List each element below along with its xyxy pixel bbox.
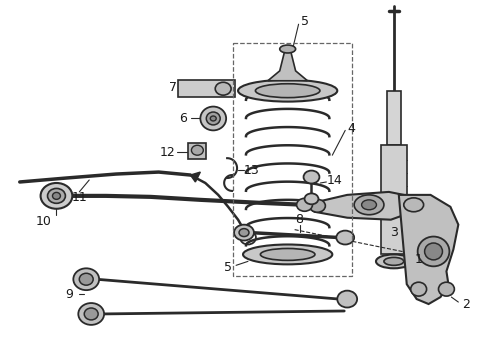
Ellipse shape	[384, 257, 404, 265]
Ellipse shape	[192, 145, 203, 155]
Text: 13: 13	[244, 163, 260, 176]
Bar	[177, 80, 235, 96]
Bar	[233, 43, 352, 276]
Text: 5: 5	[224, 261, 232, 274]
Ellipse shape	[48, 188, 65, 203]
Text: 3: 3	[390, 226, 398, 239]
Ellipse shape	[260, 248, 315, 260]
Ellipse shape	[337, 291, 357, 307]
Polygon shape	[399, 195, 458, 304]
Text: 2: 2	[463, 297, 470, 311]
Text: 14: 14	[326, 174, 342, 186]
Ellipse shape	[354, 195, 384, 215]
Ellipse shape	[336, 231, 354, 244]
Ellipse shape	[411, 282, 427, 296]
Polygon shape	[191, 172, 200, 182]
Ellipse shape	[417, 237, 449, 266]
Ellipse shape	[200, 107, 226, 130]
Ellipse shape	[206, 112, 220, 125]
Ellipse shape	[280, 45, 295, 53]
Ellipse shape	[239, 229, 249, 237]
Ellipse shape	[84, 308, 98, 320]
Ellipse shape	[243, 244, 332, 264]
Ellipse shape	[362, 200, 376, 210]
Text: 7: 7	[169, 81, 176, 94]
Text: 8: 8	[295, 213, 304, 226]
Ellipse shape	[210, 116, 216, 121]
Ellipse shape	[296, 198, 313, 211]
Ellipse shape	[79, 273, 93, 285]
Ellipse shape	[439, 282, 454, 296]
Text: 4: 4	[347, 122, 355, 135]
Text: 6: 6	[179, 112, 187, 125]
Ellipse shape	[234, 225, 254, 240]
Ellipse shape	[255, 84, 320, 98]
Ellipse shape	[41, 183, 73, 209]
Ellipse shape	[238, 80, 337, 102]
Ellipse shape	[215, 82, 231, 95]
Text: 10: 10	[36, 215, 51, 228]
Text: 1: 1	[415, 253, 422, 266]
Bar	[387, 91, 401, 145]
Polygon shape	[268, 51, 308, 81]
Text: 12: 12	[160, 146, 175, 159]
Ellipse shape	[303, 171, 319, 184]
Text: 9: 9	[66, 288, 74, 301]
Ellipse shape	[425, 243, 442, 260]
Text: 5: 5	[300, 15, 309, 28]
Text: 11: 11	[72, 192, 87, 204]
Ellipse shape	[404, 198, 424, 212]
Ellipse shape	[376, 255, 412, 268]
Ellipse shape	[74, 268, 99, 290]
Ellipse shape	[305, 193, 318, 204]
Ellipse shape	[78, 303, 104, 325]
Polygon shape	[305, 192, 418, 220]
Bar	[381, 145, 407, 255]
Bar	[189, 143, 206, 159]
Ellipse shape	[310, 199, 325, 212]
Ellipse shape	[52, 192, 60, 199]
